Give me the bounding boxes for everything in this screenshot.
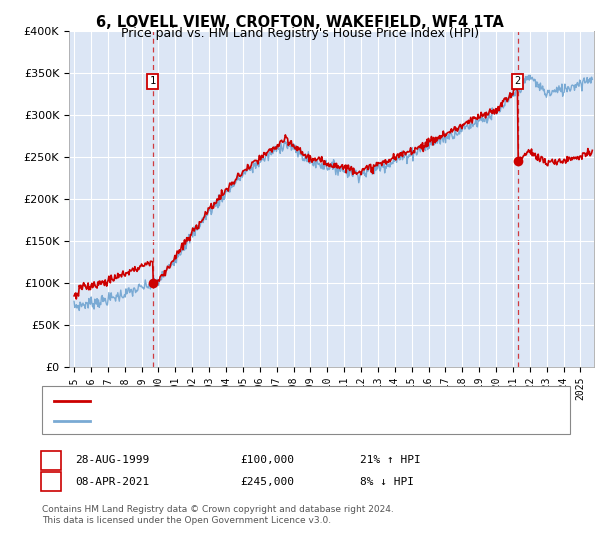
Text: Price paid vs. HM Land Registry's House Price Index (HPI): Price paid vs. HM Land Registry's House … [121, 27, 479, 40]
Text: 21% ↑ HPI: 21% ↑ HPI [360, 455, 421, 465]
Text: 1: 1 [47, 455, 55, 465]
Text: HPI: Average price, detached house, Wakefield: HPI: Average price, detached house, Wake… [96, 416, 377, 426]
Text: Contains HM Land Registry data © Crown copyright and database right 2024.
This d: Contains HM Land Registry data © Crown c… [42, 505, 394, 525]
Text: £245,000: £245,000 [240, 477, 294, 487]
Text: £100,000: £100,000 [240, 455, 294, 465]
Text: 08-APR-2021: 08-APR-2021 [75, 477, 149, 487]
Text: 6, LOVELL VIEW, CROFTON, WAKEFIELD, WF4 1TA: 6, LOVELL VIEW, CROFTON, WAKEFIELD, WF4 … [96, 15, 504, 30]
Text: 28-AUG-1999: 28-AUG-1999 [75, 455, 149, 465]
Text: 1: 1 [149, 76, 156, 86]
Text: 2: 2 [47, 477, 55, 487]
Text: 8% ↓ HPI: 8% ↓ HPI [360, 477, 414, 487]
Text: 6, LOVELL VIEW, CROFTON, WAKEFIELD, WF4 1TA (detached house): 6, LOVELL VIEW, CROFTON, WAKEFIELD, WF4 … [96, 396, 471, 405]
Text: 2: 2 [514, 76, 521, 86]
